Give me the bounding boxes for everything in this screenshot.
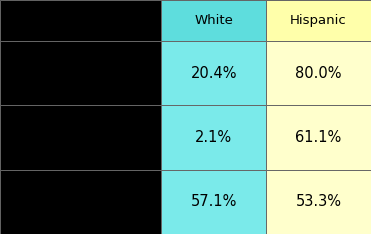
Text: White: White bbox=[194, 14, 233, 27]
Bar bbox=[161, 41, 266, 105]
Bar bbox=[266, 0, 371, 41]
Bar bbox=[266, 105, 371, 170]
Text: 57.1%: 57.1% bbox=[191, 194, 237, 209]
Text: 2.1%: 2.1% bbox=[195, 130, 232, 145]
Text: Hispanic: Hispanic bbox=[290, 14, 347, 27]
Bar bbox=[0, 170, 161, 234]
Text: 80.0%: 80.0% bbox=[295, 66, 342, 81]
Bar bbox=[266, 170, 371, 234]
Bar bbox=[161, 170, 266, 234]
Bar bbox=[161, 105, 266, 170]
Bar bbox=[0, 41, 161, 105]
Text: 20.4%: 20.4% bbox=[191, 66, 237, 81]
Bar bbox=[266, 41, 371, 105]
Bar bbox=[161, 0, 266, 41]
Text: 61.1%: 61.1% bbox=[295, 130, 342, 145]
Text: 53.3%: 53.3% bbox=[296, 194, 342, 209]
Bar bbox=[0, 0, 161, 41]
Bar bbox=[0, 105, 161, 170]
